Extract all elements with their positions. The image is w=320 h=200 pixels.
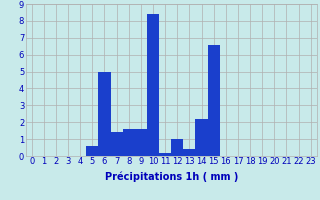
Bar — [183, 149, 196, 156]
Bar — [196, 119, 208, 156]
Bar — [171, 139, 183, 156]
Bar — [208, 45, 220, 156]
Bar — [147, 14, 159, 156]
Bar — [110, 132, 123, 156]
Bar — [135, 129, 147, 156]
Bar — [99, 72, 110, 156]
X-axis label: Précipitations 1h ( mm ): Précipitations 1h ( mm ) — [105, 172, 238, 182]
Bar — [123, 129, 135, 156]
Bar — [86, 146, 99, 156]
Bar — [159, 153, 171, 156]
